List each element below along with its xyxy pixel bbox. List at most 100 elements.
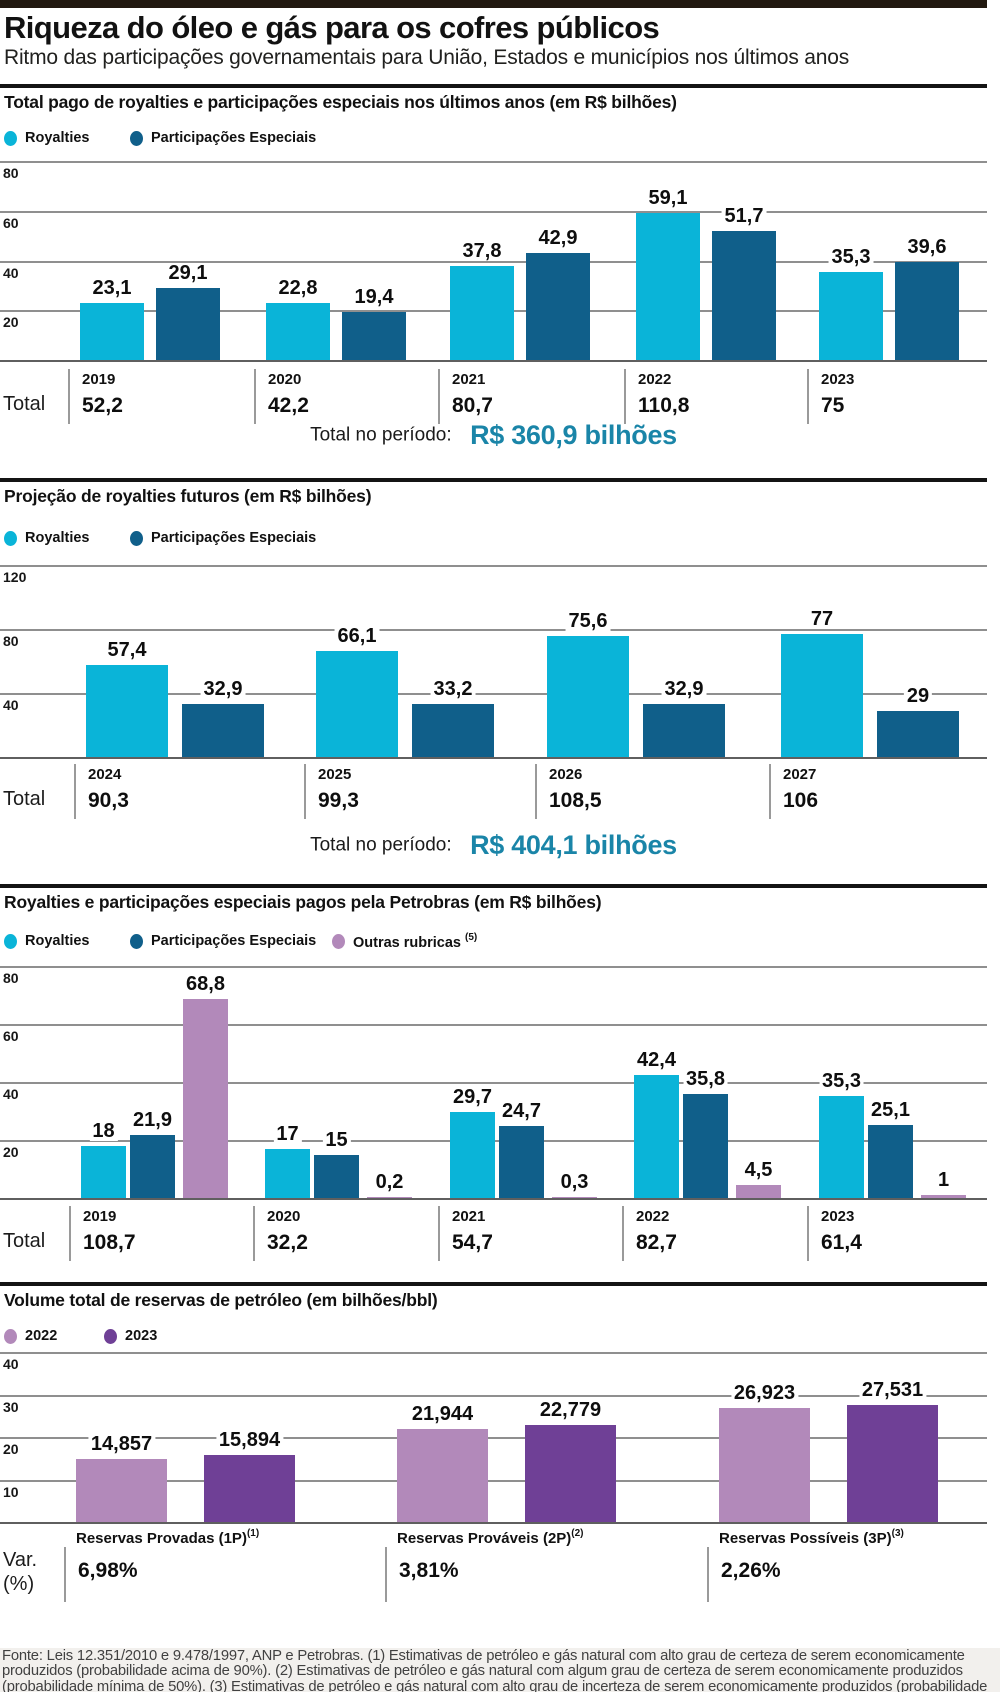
column-separator [385, 1547, 387, 1602]
total-row-label: Total [3, 393, 46, 415]
bar-value-label: 23,1 [89, 277, 135, 298]
column-separator [64, 1547, 66, 1602]
bar-value-label: 59,1 [645, 188, 691, 208]
section-divider [0, 1282, 987, 1286]
bar-value-label: 29 [903, 685, 933, 706]
bar [634, 1075, 679, 1198]
bar [182, 704, 264, 757]
bar-value-label: 37,8 [459, 241, 505, 261]
bar [683, 1094, 728, 1198]
total-value: 108,7 [83, 1231, 136, 1254]
category-label: Reservas Provadas (1P)(1) [76, 1528, 260, 1547]
gridline [0, 161, 987, 163]
bar [265, 1148, 310, 1198]
year-label: 2022 [636, 1208, 670, 1225]
y-axis-tick: 80 [3, 165, 19, 181]
y-axis-tick: 20 [3, 314, 19, 330]
year-label: 2021 [452, 1208, 486, 1225]
legend-label: Participações Especiais [151, 933, 317, 949]
chart1-plot: 80 60 40 20 23,1 22,8 37,8 59,1 35,3 29,1 19,4 42,9… [0, 161, 987, 362]
year-label: 2020 [267, 1208, 301, 1225]
bar-value-label: 24,7 [499, 1101, 544, 1122]
chart2-totals-row: Total 2024 90,3 2025 99,3 2026 108,5 2027 106 [0, 762, 987, 824]
year-label: 2027 [783, 766, 817, 783]
bar-value-label: 35,3 [819, 1070, 864, 1091]
y-axis-tick: 20 [3, 1144, 19, 1160]
gridline [0, 693, 987, 695]
bar [819, 1095, 864, 1198]
legend-dot-icon [104, 1328, 117, 1344]
legend-dot-icon [4, 130, 17, 146]
legend-dot-icon [332, 934, 345, 950]
total-value: 99,3 [318, 789, 359, 812]
chart1-title: Total pago de royalties e participações … [4, 92, 677, 112]
bar [314, 1154, 359, 1198]
bar [130, 1134, 175, 1198]
bar-value-label: 68,8 [183, 973, 228, 994]
bar [156, 287, 220, 360]
chart4-legend: 2022 2023 [0, 1328, 987, 1348]
bar [204, 1454, 295, 1522]
gridline [0, 966, 987, 968]
chart1-totals-row: Total 2019 52,2 2020 42,2 2021 80,7 2022 110,8 20… [0, 367, 987, 429]
legend-dot-icon [130, 933, 143, 949]
column-separator [69, 1206, 71, 1261]
legend-label: 2023 [125, 1328, 158, 1344]
x-axis-line [0, 1198, 987, 1200]
bar-value-label: 4,5 [741, 1159, 776, 1180]
legend-dot-icon [130, 530, 143, 546]
legend-item: Participações Especiais [130, 933, 316, 949]
section-divider [0, 478, 987, 482]
bar [412, 703, 494, 757]
total-value: 108,5 [549, 789, 602, 812]
bar [781, 633, 863, 757]
page-subtitle: Ritmo das participações governamentais p… [4, 46, 850, 69]
bar [895, 261, 959, 360]
legend-label: Royalties [25, 530, 90, 546]
bar [819, 272, 883, 360]
y-axis-tick: 60 [3, 1028, 19, 1044]
column-separator [438, 1206, 440, 1261]
gridline [0, 1480, 987, 1482]
column-separator [535, 764, 537, 819]
total-value: 82,7 [636, 1231, 677, 1254]
bar-value-label: 17 [273, 1123, 302, 1144]
bar-value-label: 15,894 [215, 1429, 284, 1450]
bar [847, 1405, 938, 1522]
bar [316, 651, 398, 757]
y-axis-tick: 80 [3, 970, 19, 986]
year-label: 2024 [88, 766, 122, 783]
bar-value-label: 22,779 [536, 1400, 605, 1421]
legend-item: Participações Especiais [130, 530, 316, 546]
total-value: 32,2 [267, 1231, 308, 1254]
x-axis-line [0, 757, 987, 759]
legend-item: Royalties [4, 130, 89, 146]
y-axis-tick: 120 [3, 569, 27, 585]
column-separator [74, 764, 76, 819]
bar [397, 1428, 488, 1522]
column-separator [807, 369, 809, 424]
total-value: 61,4 [821, 1231, 862, 1254]
legend-item: 2022 [4, 1328, 57, 1344]
category-footnote-ref: (3) [891, 1528, 904, 1539]
chart1-legend: Royalties Participações Especiais [0, 130, 987, 150]
gridline [0, 1437, 987, 1439]
total-value: 106 [783, 789, 819, 812]
variation-row-label: Var. [3, 1549, 38, 1571]
bar-value-label: 25,1 [868, 1100, 913, 1121]
year-label: 2021 [452, 371, 486, 388]
legend-dot-icon [4, 1328, 17, 1344]
bar-value-label: 29,1 [165, 262, 211, 283]
column-separator [438, 369, 440, 424]
bar [367, 1196, 412, 1198]
bar-value-label: 18 [89, 1120, 118, 1141]
legend-label: Outras rubricas (5) [353, 932, 478, 951]
y-axis-tick: 40 [3, 265, 19, 281]
legend-item: 2023 [104, 1328, 157, 1344]
category-label: Reservas Possíveis (3P)(3) [719, 1528, 904, 1547]
total-value: 80,7 [452, 394, 493, 417]
bar-value-label: 66,1 [334, 626, 380, 647]
column-separator [253, 1206, 255, 1261]
bar [636, 213, 700, 360]
